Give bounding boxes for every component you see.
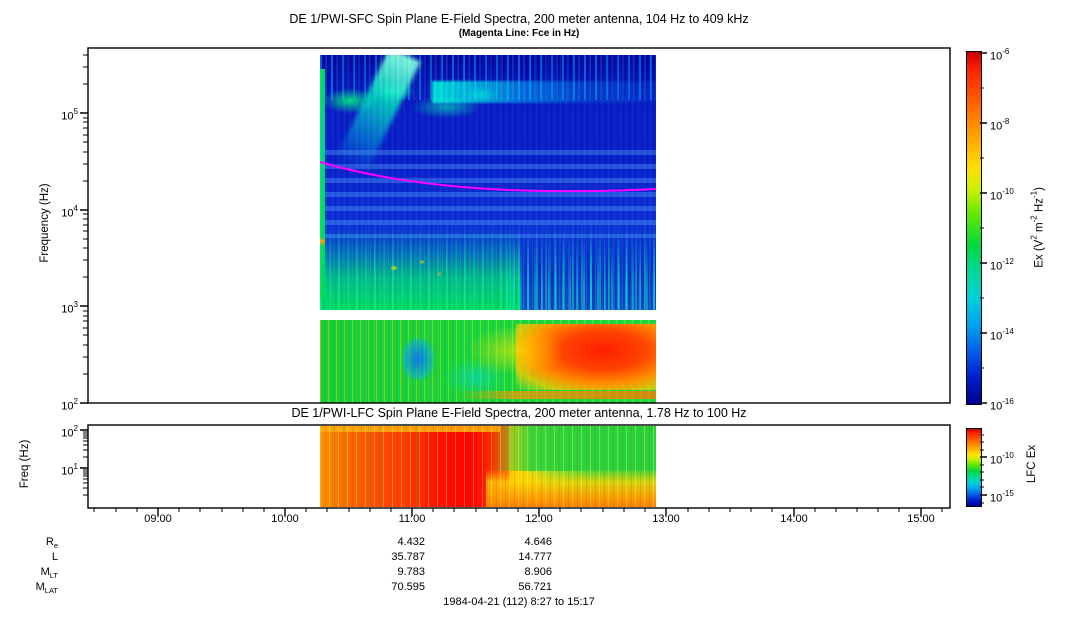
sfc-cbtick-1e-14: 10-14	[990, 327, 1014, 343]
sfc-y-major-ticks	[80, 112, 88, 404]
lfc-plot-box	[87, 424, 951, 509]
lfc-texture	[320, 426, 656, 507]
lfc-left-green-lines	[320, 426, 430, 507]
x-major-ticks	[157, 508, 922, 516]
sfc-data-start-column	[320, 69, 325, 299]
lfc-ytick-1e1: 101	[61, 462, 78, 478]
lfc-colorbar-major-ticks	[980, 456, 987, 496]
lfc-title: DE 1/PWI-LFC Spin Plane E-Field Spectra,…	[291, 406, 747, 420]
sfc-ytick-1e3: 103	[61, 300, 78, 316]
lfc-spectrogram-band	[320, 426, 656, 507]
lfc-cbtick-1e-15: 10-15	[990, 489, 1014, 505]
sfc-lower-yellow-fringe	[471, 328, 561, 373]
xtick-0900: 09:00	[144, 513, 172, 525]
lfc-colorbar-label: LFC Ex	[1026, 444, 1038, 484]
xtick-1500: 15:00	[907, 513, 935, 525]
sfc-lower-orange-streaks	[320, 320, 440, 403]
sfc-lower-blue-patch	[402, 338, 434, 380]
eph-label-l: L	[51, 551, 58, 563]
lfc-right-green	[491, 426, 656, 471]
sfc-cbtick-1e-6: 10-6	[990, 47, 1010, 63]
lfc-bottom-orange-wedge	[486, 469, 656, 507]
eph-mlt-col2: 8.906	[524, 566, 552, 578]
eph-mlat-col2: 56.721	[518, 581, 552, 593]
sfc-lower-orange-row	[456, 391, 656, 399]
xtick-1100: 11:00	[398, 513, 426, 525]
eph-label-mlt: MLT	[40, 566, 58, 581]
lfc-cbtick-1e-10: 10-10	[990, 451, 1014, 467]
xtick-1000: 10:00	[271, 513, 299, 525]
sfc-colorbar-major-ticks	[980, 52, 987, 404]
sfc-cbtick-1e-16: 10-16	[990, 397, 1014, 413]
eph-mlat-col1: 70.595	[391, 581, 425, 593]
xtick-1400: 14:00	[780, 513, 808, 525]
xtick-1200: 12:00	[525, 513, 553, 525]
x-minor-ticks	[93, 508, 943, 512]
xtick-1300: 13:00	[652, 513, 680, 525]
sfc-colorbar-label: Ex (V2 m-2 Hz-1)	[1029, 187, 1046, 268]
sfc-right-cyan-streaks	[506, 235, 656, 310]
sfc-spectrogram-upper-band	[320, 55, 656, 310]
sfc-subtitle: (Magenta Line: Fce in Hz)	[458, 28, 580, 39]
eph-label-mlat: MLAT	[35, 581, 58, 596]
sfc-ytick-1e4: 104	[61, 204, 78, 220]
eph-re-col1: 4.432	[397, 536, 425, 548]
eph-mlt-col1: 9.783	[397, 566, 425, 578]
sfc-cyan-band	[432, 81, 656, 103]
sfc-colorbar-minor-ticks	[980, 87, 984, 369]
sfc-cbtick-1e-10: 10-10	[990, 187, 1014, 203]
sfc-cbtick-1e-12: 10-12	[990, 257, 1014, 273]
sfc-ylabel: Frequency (Hz)	[39, 183, 51, 263]
sfc-ytick-1e2: 102	[61, 397, 78, 413]
fce-line	[319, 161, 657, 193]
sfc-title: DE 1/PWI-SFC Spin Plane E-Field Spectra,…	[289, 12, 749, 26]
eph-re-col2: 4.646	[524, 536, 552, 548]
lfc-ytick-1e2: 102	[61, 424, 78, 440]
eph-label-re: Re	[45, 536, 58, 551]
lfc-y-major-ticks	[80, 429, 88, 469]
sfc-ytick-1e5: 105	[61, 107, 78, 123]
lfc-ylabel: Freq (Hz)	[19, 439, 31, 489]
lfc-colorbar	[966, 428, 982, 507]
sfc-y-minor-ticks	[83, 54, 88, 375]
lfc-y-minor-ticks	[83, 431, 88, 496]
eph-l-col1: 35.787	[391, 551, 425, 563]
sfc-yellow-specks	[380, 253, 450, 283]
footer-date-range: 1984-04-21 (112) 8:27 to 15:17	[443, 596, 595, 608]
sfc-cbtick-1e-8: 10-8	[990, 117, 1010, 133]
lfc-top-orange-row	[320, 426, 500, 432]
sfc-vertical-texture	[320, 55, 656, 310]
eph-l-col2: 14.777	[518, 551, 552, 563]
sfc-plot-box	[87, 47, 951, 404]
lfc-colorbar-minor-ticks	[980, 434, 984, 504]
sfc-spectrogram-lower-band	[320, 320, 656, 403]
